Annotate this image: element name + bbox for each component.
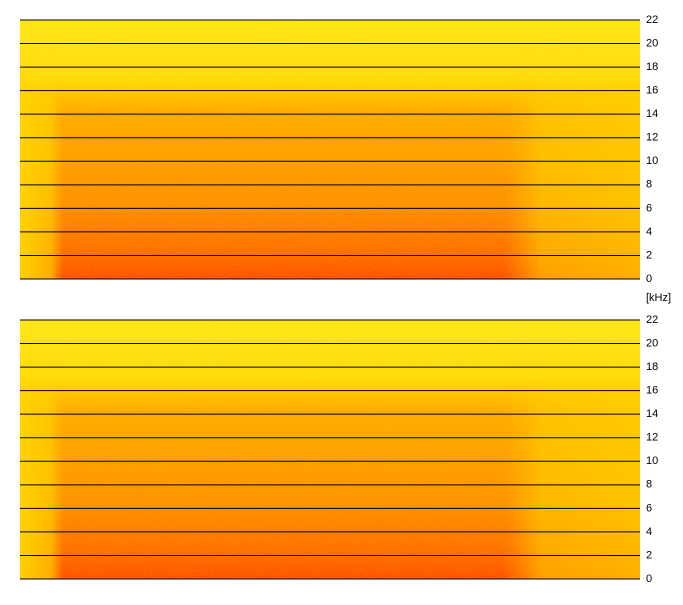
y-tick-label: 4	[646, 526, 652, 538]
y-tick-label: 20	[646, 337, 658, 349]
y-tick-label: 22	[646, 314, 658, 326]
y-tick-label: 18	[646, 61, 658, 73]
y-tick-label: 16	[646, 85, 658, 97]
y-tick-label: 6	[646, 502, 652, 514]
y-tick-label: 14	[646, 408, 658, 420]
y-tick-label: 8	[646, 179, 652, 191]
y-tick-label: 14	[646, 108, 658, 120]
y-tick-label: 6	[646, 202, 652, 214]
y-unit-label: [kHz]	[646, 292, 671, 304]
y-tick-label: 0	[646, 573, 652, 585]
y-tick-label: 18	[646, 361, 658, 373]
y-tick-label: 10	[646, 155, 658, 167]
y-tick-label: 16	[646, 385, 658, 397]
y-tick-label: 2	[646, 549, 652, 561]
y-tick-label: 2	[646, 249, 652, 261]
y-tick-label: 12	[646, 432, 658, 444]
y-tick-label: 4	[646, 226, 652, 238]
y-tick-label: 22	[646, 14, 658, 26]
y-tick-label: 20	[646, 37, 658, 49]
spectrogram-texture	[20, 20, 640, 279]
y-tick-label: 8	[646, 479, 652, 491]
y-tick-label: 10	[646, 455, 658, 467]
y-tick-label: 12	[646, 132, 658, 144]
spectrogram-texture	[20, 320, 640, 579]
y-tick-label: 0	[646, 273, 652, 285]
